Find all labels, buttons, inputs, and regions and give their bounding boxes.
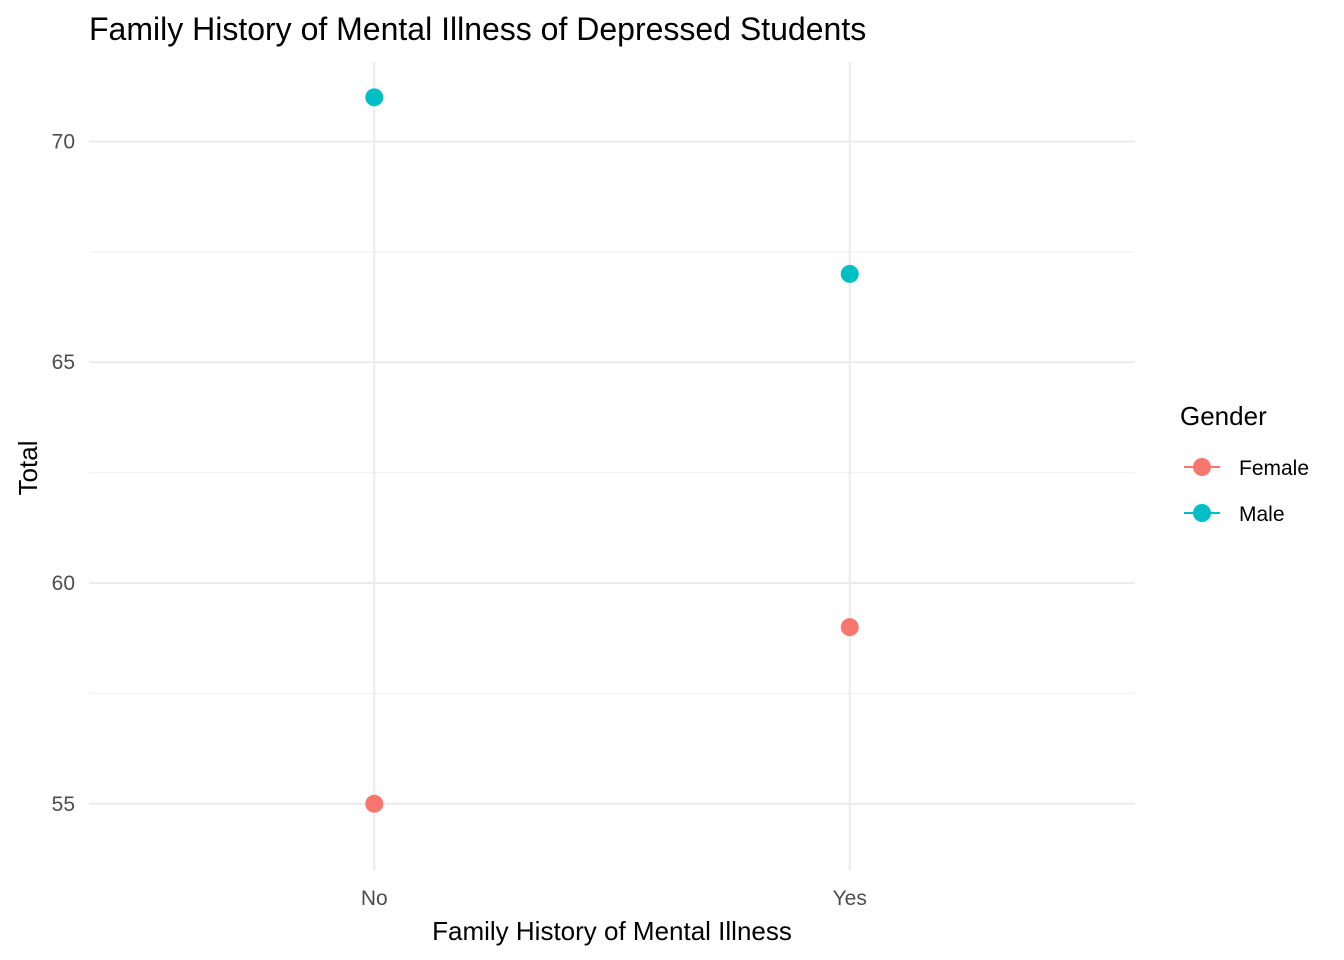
x-tick-label: No — [361, 887, 388, 910]
data-point-female — [840, 618, 859, 637]
y-tick-label: 70 — [52, 130, 75, 153]
legend-label-female: Female — [1239, 457, 1309, 480]
y-axis-ticks: 55 60 65 70 — [52, 130, 75, 815]
data-point-male — [365, 88, 384, 107]
points-layer — [365, 88, 859, 813]
legend-key-point — [1193, 458, 1211, 476]
grid-layer — [89, 62, 1135, 870]
legend-label-male: Male — [1239, 503, 1285, 526]
legend: Gender Female Male — [1180, 401, 1309, 526]
chart-title: Family History of Mental Illness of Depr… — [89, 11, 866, 47]
x-axis-ticks: No Yes — [361, 887, 867, 910]
y-tick-label: 55 — [52, 793, 75, 816]
y-tick-label: 60 — [52, 572, 75, 595]
y-tick-label: 65 — [52, 351, 75, 374]
legend-items: Female Male — [1184, 457, 1309, 526]
data-point-female — [365, 794, 384, 813]
legend-title: Gender — [1180, 401, 1267, 431]
data-point-male — [840, 264, 859, 283]
legend-key-point — [1193, 504, 1211, 522]
x-tick-label: Yes — [833, 887, 867, 910]
x-axis-title: Family History of Mental Illness — [432, 916, 792, 946]
y-axis-title: Total — [13, 441, 43, 496]
